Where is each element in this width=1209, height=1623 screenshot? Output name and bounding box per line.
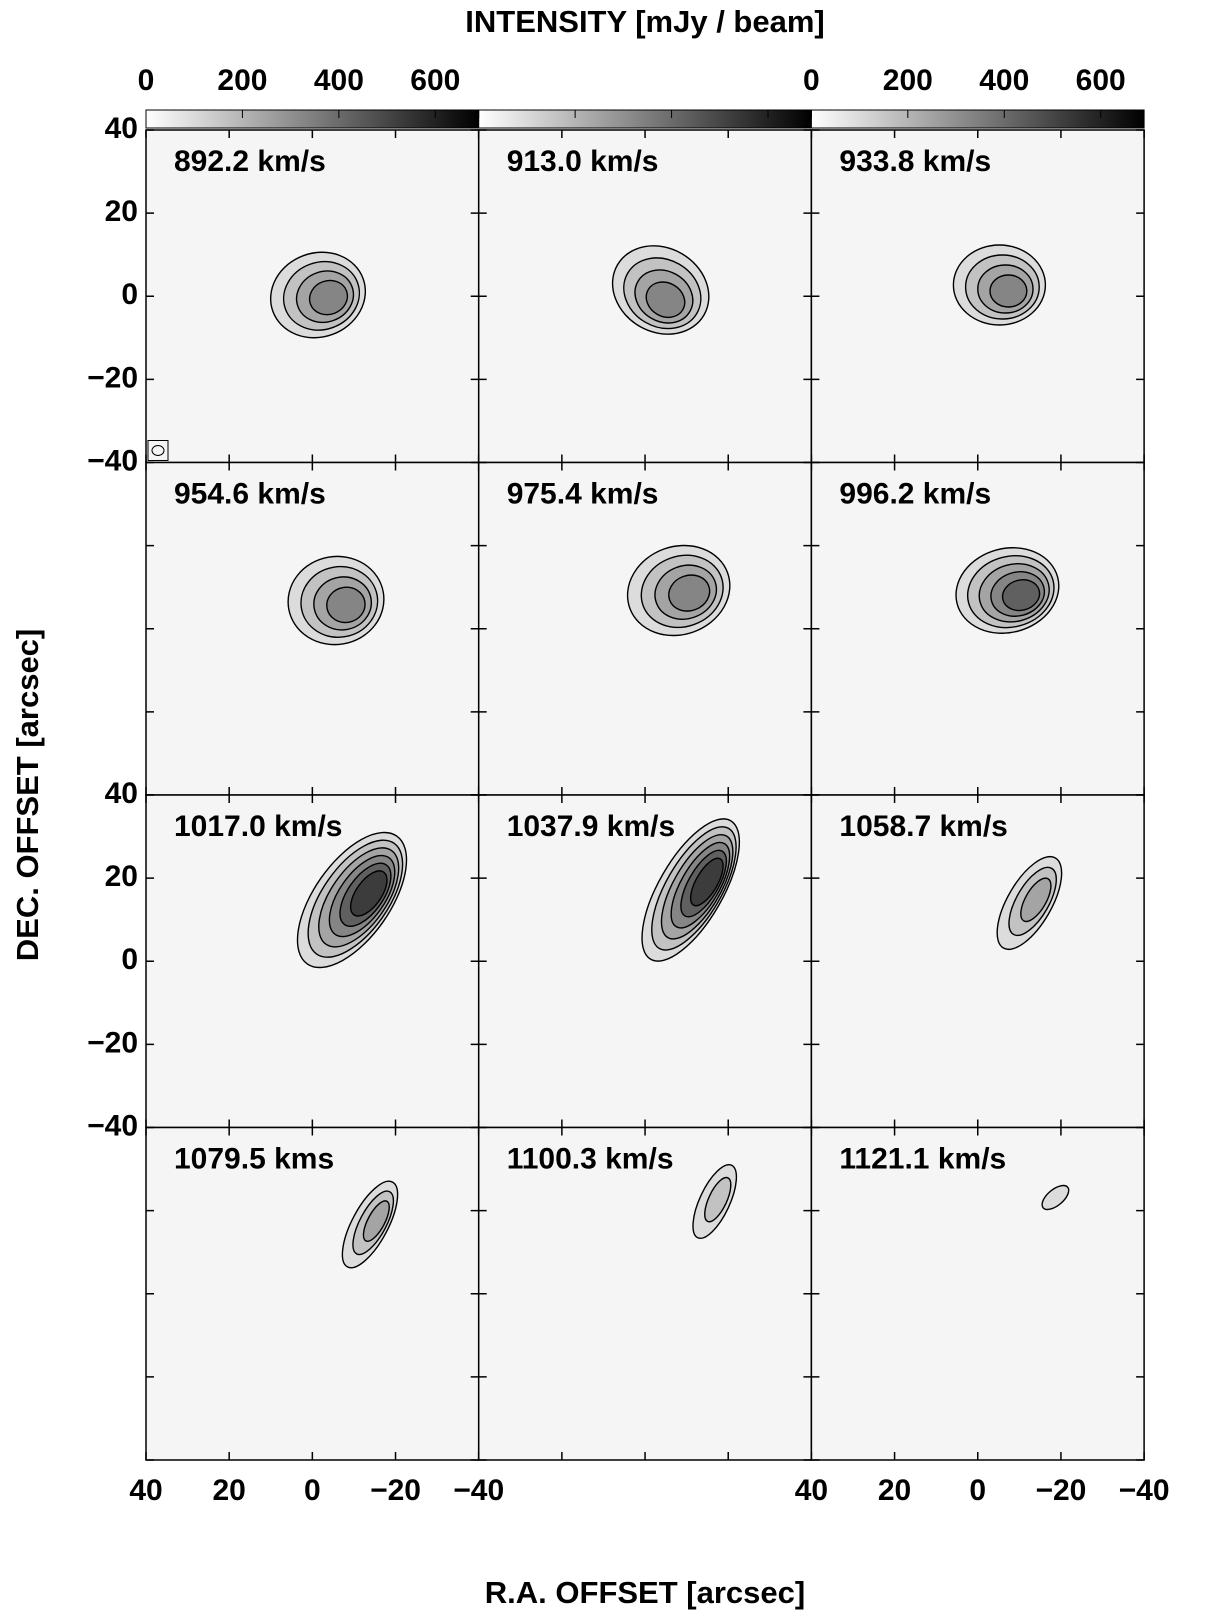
panel-background: [478, 1127, 812, 1460]
contour: [1001, 579, 1041, 612]
x-tick-label: 20: [878, 1474, 911, 1507]
panel-background: [811, 795, 1145, 1128]
contour: [362, 1200, 390, 1242]
colorbar: [145, 109, 480, 129]
emission: [341, 1180, 399, 1269]
x-tick-label: 0: [969, 1474, 986, 1507]
velocity-label: 1121.1 km/s: [839, 1142, 1006, 1175]
y-tick-label: −40: [87, 1109, 138, 1142]
velocity-label: 1079.5 kms: [174, 1142, 334, 1175]
contour: [308, 279, 349, 316]
x-tick-label: −20: [1035, 1474, 1086, 1507]
colorbar-tick-label: 600: [1076, 64, 1126, 97]
colorbar-title: INTENSITY [mJy / beam]: [465, 4, 824, 39]
x-axis-label: R.A. OFFSET [arcsec]: [485, 1575, 805, 1610]
y-axis-label: DEC. OFFSET [arcsec]: [10, 629, 45, 961]
x-tick-label: 40: [795, 1474, 828, 1507]
emission: [611, 245, 710, 335]
emission: [269, 251, 367, 339]
emission: [1041, 1184, 1070, 1211]
velocity-label: 1017.0 km/s: [174, 810, 342, 843]
colorbar-tick-label: 400: [314, 64, 364, 97]
colorbar-tick-label: 200: [883, 64, 933, 97]
y-tick-label: −40: [87, 444, 138, 477]
colorbar-tick-label: 0: [138, 64, 155, 97]
x-tick-label: 20: [212, 1474, 245, 1507]
velocity-label: 1100.3 km/s: [507, 1142, 674, 1175]
y-tick-label: 40: [105, 777, 138, 810]
velocity-label: 933.8 km/s: [839, 145, 991, 178]
y-tick-label: 40: [105, 112, 138, 145]
emission: [955, 547, 1060, 634]
colorbar-tick-label: 0: [803, 64, 820, 97]
panel-background: [811, 462, 1145, 795]
x-tick-label: 40: [129, 1474, 162, 1507]
velocity-label: 1037.9 km/s: [507, 810, 675, 843]
y-tick-label: −20: [87, 361, 138, 394]
beam-box: [147, 440, 169, 461]
colorbar-tick-label: 200: [217, 64, 267, 97]
panel-background: [811, 1127, 1145, 1460]
x-tick-label: −20: [370, 1474, 421, 1507]
y-tick-label: −20: [87, 1026, 138, 1059]
emission: [996, 855, 1063, 951]
contour: [989, 274, 1028, 308]
emission: [626, 544, 731, 637]
y-tick-label: 20: [105, 195, 138, 228]
contour: [1041, 1184, 1070, 1211]
colorbar: [810, 109, 1145, 129]
colorbar-tick-label: 400: [979, 64, 1029, 97]
colorbar-tick-label: 600: [410, 64, 460, 97]
panel-background: [146, 1127, 479, 1460]
emission: [692, 1163, 738, 1240]
contour: [349, 870, 388, 917]
x-tick-label: −40: [1119, 1474, 1170, 1507]
panel-background: [478, 462, 812, 795]
y-tick-label: 0: [121, 278, 138, 311]
velocity-label: 913.0 km/s: [507, 145, 659, 178]
x-tick-label: −40: [453, 1474, 504, 1507]
velocity-label: 892.2 km/s: [174, 145, 326, 178]
contour: [704, 1176, 732, 1223]
velocity-label: 975.4 km/s: [507, 477, 659, 510]
emission: [641, 818, 741, 962]
emission: [296, 831, 408, 969]
velocity-label: 996.2 km/s: [839, 477, 991, 510]
panel-background: [478, 795, 812, 1128]
contour: [326, 586, 366, 624]
contour: [689, 857, 724, 907]
contour: [1020, 877, 1052, 923]
contour: [645, 281, 686, 319]
contour: [668, 574, 711, 612]
velocity-label: 954.6 km/s: [174, 477, 326, 510]
x-tick-label: 0: [304, 1474, 321, 1507]
y-tick-label: 0: [121, 943, 138, 976]
emission: [287, 555, 385, 646]
beam: [151, 445, 165, 456]
emission: [952, 244, 1047, 326]
colorbar: [478, 109, 812, 129]
velocity-label: 1058.7 km/s: [839, 810, 1007, 843]
y-tick-label: 20: [105, 860, 138, 893]
